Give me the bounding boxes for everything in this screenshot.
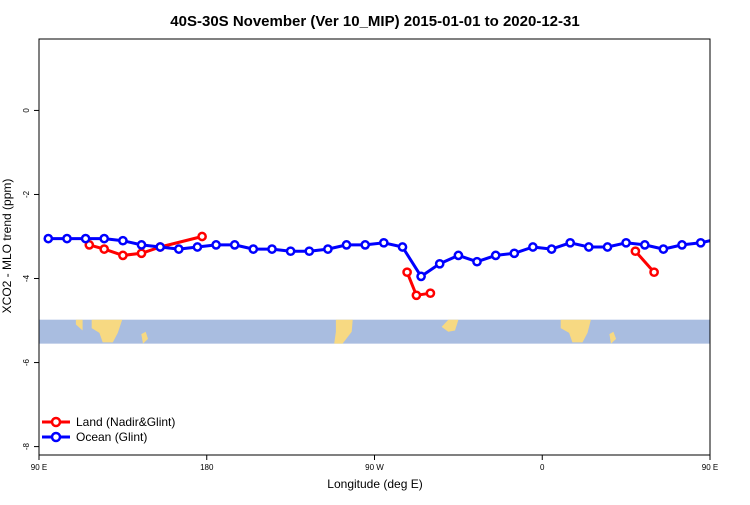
data-point <box>62 233 72 244</box>
data-point <box>267 244 277 254</box>
data-point <box>677 240 687 250</box>
data-point <box>411 290 422 301</box>
data-point <box>490 250 501 261</box>
data-point <box>285 246 296 257</box>
map-strip <box>39 319 710 344</box>
data-point <box>397 242 408 252</box>
data-point <box>472 256 482 267</box>
data-point <box>695 237 706 248</box>
map-land-shape <box>141 331 148 344</box>
data-point <box>402 267 412 278</box>
data-point <box>192 242 203 252</box>
data-point <box>716 235 723 242</box>
y-tick-label: -8 <box>22 442 31 450</box>
x-tick-label: 90 E <box>702 463 718 472</box>
data-point <box>509 248 520 259</box>
data-point <box>99 244 110 254</box>
y-tick-label: -6 <box>22 358 31 366</box>
data-point <box>546 244 557 254</box>
x-axis: 90 E 180 90 W 0 90 E <box>31 455 718 472</box>
series-land <box>84 231 659 301</box>
data-point <box>118 235 128 246</box>
x-tick-label: 0 <box>540 463 545 472</box>
data-point <box>734 235 741 242</box>
data-point <box>229 240 240 250</box>
data-point <box>565 237 576 248</box>
legend-marker-land <box>50 416 62 428</box>
data-point <box>173 244 184 254</box>
legend-label-land: Land (Nadir&Glint) <box>76 415 175 429</box>
data-point <box>248 244 259 254</box>
data-point <box>136 248 147 259</box>
data-point <box>528 242 538 252</box>
legend-marker-ocean <box>50 431 62 443</box>
x-axis-label: Longitude (deg E) <box>327 477 422 491</box>
data-point <box>304 246 315 257</box>
data-point <box>155 242 166 252</box>
series-ocean <box>43 233 741 282</box>
map-land-shape <box>609 331 617 344</box>
map-land-shape <box>441 319 459 332</box>
plot-frame <box>38 38 711 456</box>
data-point <box>649 267 659 278</box>
data-point <box>658 244 669 254</box>
map-land-shape <box>334 319 353 344</box>
map-land-shape <box>560 319 591 343</box>
data-point <box>583 242 594 252</box>
data-point <box>341 240 352 250</box>
y-axis: 0 -2 -4 -6 -8 <box>22 108 39 450</box>
y-tick-label: -4 <box>22 274 31 282</box>
data-point <box>43 233 54 244</box>
x-tick-label: 90 W <box>365 463 384 472</box>
legend-label-ocean: Ocean (Glint) <box>76 430 147 444</box>
data-point <box>136 240 147 250</box>
x-tick-label: 180 <box>200 463 214 472</box>
data-point <box>118 250 128 261</box>
data-point <box>416 271 426 282</box>
data-point <box>378 237 389 248</box>
y-tick-label: 0 <box>22 108 31 113</box>
data-point <box>453 250 464 261</box>
data-point <box>425 288 436 299</box>
series-layer <box>43 231 741 301</box>
legend: Land (Nadir&Glint) Ocean (Glint) <box>42 415 175 444</box>
y-axis-label: XCO2 - MLO trend (ppm) <box>0 179 14 314</box>
map-land-shape <box>75 319 83 331</box>
data-point <box>211 240 221 250</box>
data-point <box>99 233 110 244</box>
data-point <box>621 237 631 248</box>
data-point <box>80 233 91 244</box>
map-ocean <box>39 319 710 344</box>
data-point <box>639 240 650 250</box>
data-point <box>630 246 641 257</box>
data-point <box>323 244 333 254</box>
y-tick-label: -2 <box>22 190 31 198</box>
data-point <box>602 242 613 252</box>
data-point <box>360 240 371 250</box>
x-tick-label: 90 E <box>31 463 47 472</box>
chart-title: 40S-30S November (Ver 10_MIP) 2015-01-01… <box>170 13 579 30</box>
map-land-shape <box>91 319 123 343</box>
data-point <box>434 258 445 269</box>
data-point <box>197 231 207 242</box>
